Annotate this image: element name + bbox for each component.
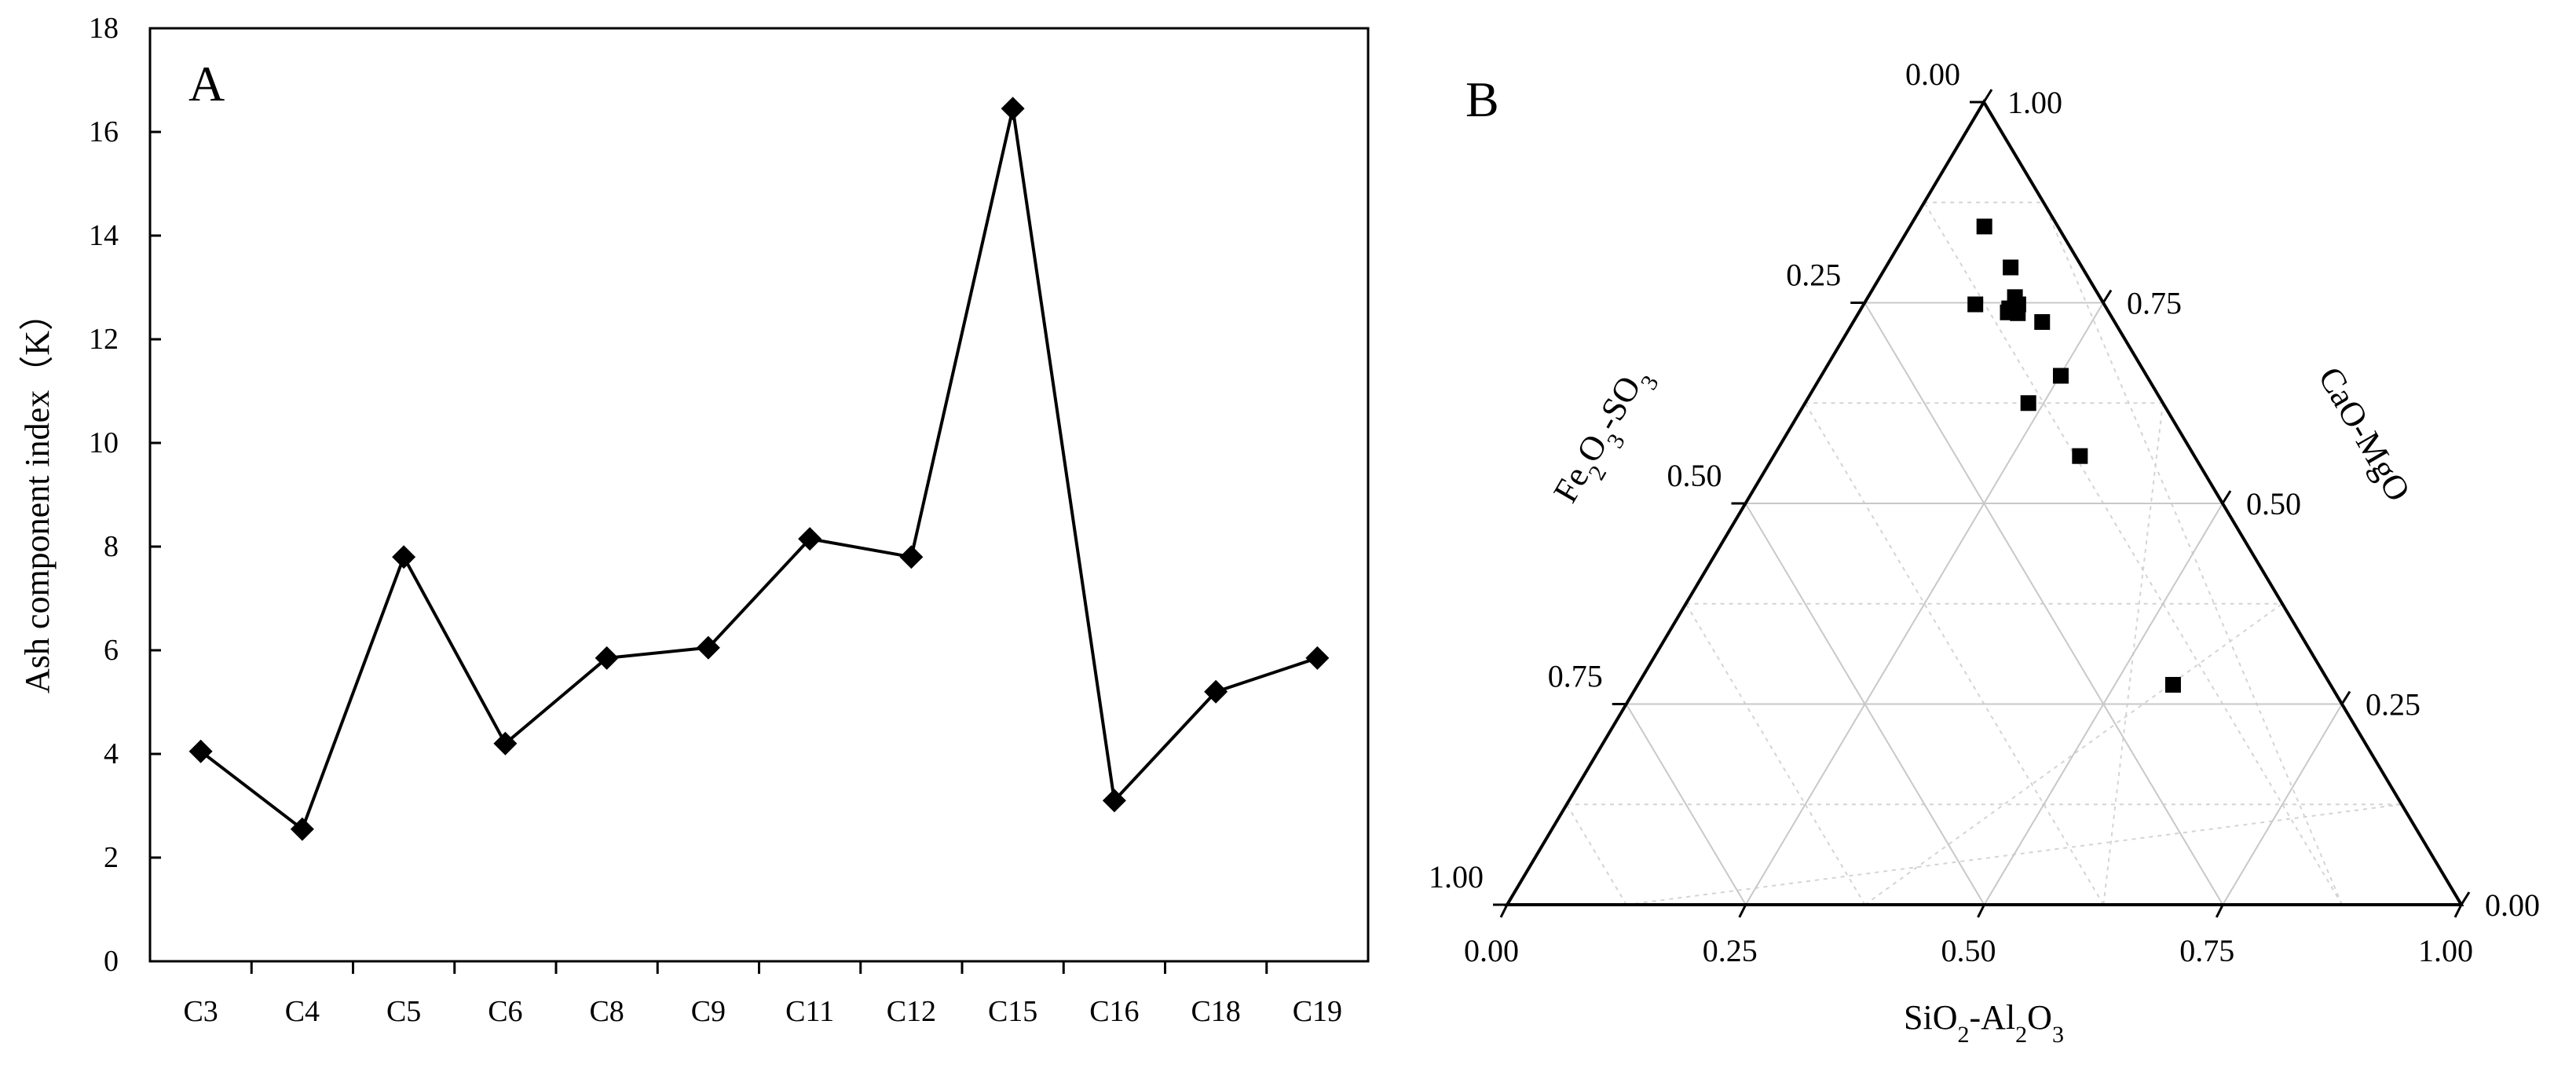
bottom-tick-label: 0.25: [1703, 933, 1758, 968]
y-tick-label: 0: [104, 945, 119, 978]
left-tick-label: 1.00: [1429, 859, 1484, 895]
y-tick-label: 12: [89, 323, 119, 356]
bottom-tick-mark: [1738, 904, 1747, 918]
left-tick-label: 0.50: [1667, 458, 1722, 493]
grid-line-minor: [1804, 402, 2105, 906]
x-tick-label: C19: [1293, 995, 1342, 1028]
y-tick-label: 4: [104, 737, 119, 770]
x-tick-label: C11: [785, 995, 834, 1028]
left-tick-label: 0.25: [1786, 258, 1841, 293]
data-point-marker: [2052, 368, 2069, 384]
data-point-marker: [899, 545, 924, 569]
x-tick-label: C18: [1191, 995, 1240, 1028]
y-tick-label: 14: [89, 219, 119, 252]
data-point-marker: [2003, 259, 2019, 276]
data-point-marker: [2034, 314, 2051, 331]
data-point-marker: [2000, 304, 2016, 320]
grid-line-minor: [1923, 202, 2343, 906]
left-axis-label: Fe2O3-SO3: [1546, 359, 1663, 514]
x-tick-label: C3: [183, 995, 218, 1028]
series-line: [199, 108, 1319, 832]
right-tick-mark: [1982, 89, 1993, 103]
bottom-tick-label: 1.00: [2418, 933, 2473, 968]
x-tick-label: C6: [488, 995, 522, 1028]
right-tick-mark: [2460, 891, 2471, 906]
grid-line-minor: [1566, 803, 1627, 906]
data-point-marker: [2020, 395, 2036, 412]
panel-a-line-chart: 0 2 4 6 8 10 12 14 16 18 C3 C4 C5 C6 C8 C9 C11 C12 C15 C16 C…: [18, 12, 1370, 1028]
bottom-tick-label: 0.75: [2179, 933, 2234, 968]
right-tick-label: 0.00: [2485, 887, 2540, 923]
data-point-marker: [188, 739, 213, 763]
bottom-tick-label: 0.50: [1941, 933, 1996, 968]
grid-line: [1625, 703, 1747, 906]
grid-line: [2222, 703, 2343, 906]
right-tick-label: 0.50: [2246, 486, 2301, 521]
data-point-marker: [595, 646, 619, 670]
data-point-marker: [290, 817, 314, 841]
panel-label-b: B: [1465, 71, 1499, 127]
y-tick-label: 6: [104, 634, 119, 667]
data-point-marker: [1305, 646, 1330, 670]
x-tick-label: C8: [589, 995, 624, 1028]
x-tick-label: C4: [285, 995, 320, 1028]
right-tick-mark: [2340, 690, 2351, 705]
data-point-marker: [1001, 97, 1025, 121]
x-tick-label: C15: [988, 995, 1037, 1028]
data-point-marker: [1976, 218, 1992, 235]
left-tick-label: 0.00: [1905, 57, 1960, 92]
panel-label-a: A: [188, 56, 225, 112]
bottom-tick-mark: [2453, 904, 2463, 918]
plot-frame: [148, 27, 1370, 963]
data-point-marker: [798, 527, 822, 551]
grid-line: [1744, 302, 2104, 906]
left-tick-label: 0.75: [1548, 659, 1603, 694]
data-point-marker: [1204, 679, 1228, 704]
y-tick-label: 18: [89, 12, 119, 45]
right-tick-label: 1.00: [2007, 85, 2062, 120]
x-tick-label: C5: [386, 995, 421, 1028]
grid-line: [1744, 503, 1985, 906]
right-axis-label: CaO-MgO: [2311, 360, 2418, 507]
grid-line-minor: [1685, 603, 1866, 906]
bottom-tick-mark: [1977, 904, 1985, 918]
bottom-tick-mark: [1499, 904, 1509, 918]
y-tick-label: 10: [89, 426, 119, 459]
right-tick-mark: [2221, 490, 2232, 504]
right-tick-label: 0.25: [2366, 687, 2420, 723]
x-tick-label: C9: [691, 995, 726, 1028]
y-tick-label: 2: [104, 841, 119, 874]
data-point-marker: [2164, 676, 2181, 693]
right-tick-label: 0.75: [2127, 286, 2182, 321]
bottom-axis-label: SiO2-Al2O3: [1904, 998, 2064, 1048]
grid-line: [1864, 302, 2224, 906]
data-point-marker: [2072, 448, 2088, 464]
y-tick-label: 8: [104, 530, 119, 563]
data-point-marker: [1102, 788, 1126, 813]
bottom-tick-label: 0.00: [1464, 933, 1519, 968]
data-point-marker: [696, 635, 720, 660]
y-axis-label: Ash component index（K）: [18, 296, 57, 693]
x-tick-label: C12: [887, 995, 936, 1028]
bottom-tick-mark: [2215, 904, 2224, 918]
right-tick-mark: [2102, 289, 2113, 304]
panel-b-ternary-plot: 0.00 0.25 0.50 0.75 1.00 0.00 0.25 0.50 0.75 1.00…: [1429, 57, 2540, 1048]
data-point-marker: [493, 731, 518, 756]
x-tick-label: C16: [1089, 995, 1139, 1028]
y-tick-label: 16: [89, 115, 119, 148]
data-point-marker: [1967, 296, 1984, 313]
data-point-marker: [392, 545, 416, 569]
